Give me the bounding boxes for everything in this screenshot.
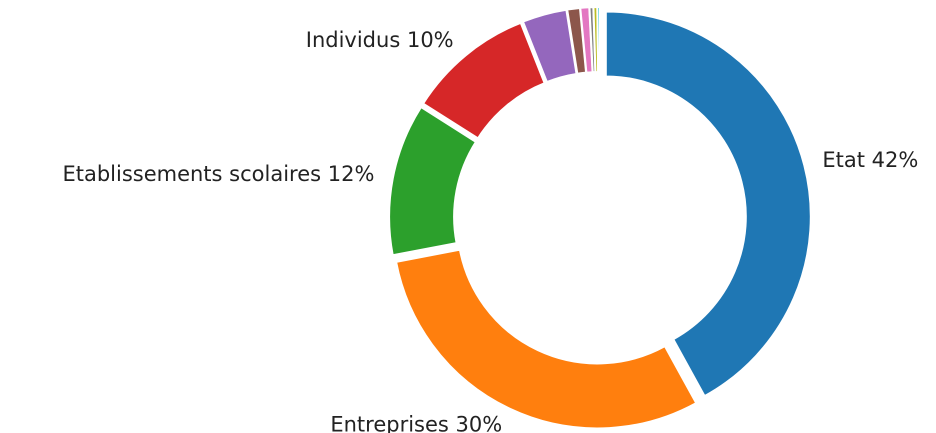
segment-label: Individus 10%	[306, 28, 454, 52]
segment-label: Etat 42%	[822, 148, 918, 172]
segment-label: Etablissements scolaires 12%	[62, 162, 374, 186]
donut-segment	[604, 10, 812, 398]
category-name: Etablissements scolaires	[62, 162, 321, 186]
value-label: 12%	[328, 162, 375, 186]
value-label: 10%	[407, 28, 454, 52]
category-name: Entreprises	[330, 413, 449, 433]
segment-label: Entreprises 30%	[330, 413, 502, 433]
value-label: 30%	[456, 413, 503, 433]
category-name: Individus	[306, 28, 401, 52]
category-name: Etat	[822, 148, 865, 172]
value-label: 42%	[872, 148, 919, 172]
donut-segment	[394, 248, 698, 430]
donut-segment	[421, 21, 546, 140]
donut-segment	[596, 6, 601, 74]
donut-segment	[388, 105, 478, 257]
